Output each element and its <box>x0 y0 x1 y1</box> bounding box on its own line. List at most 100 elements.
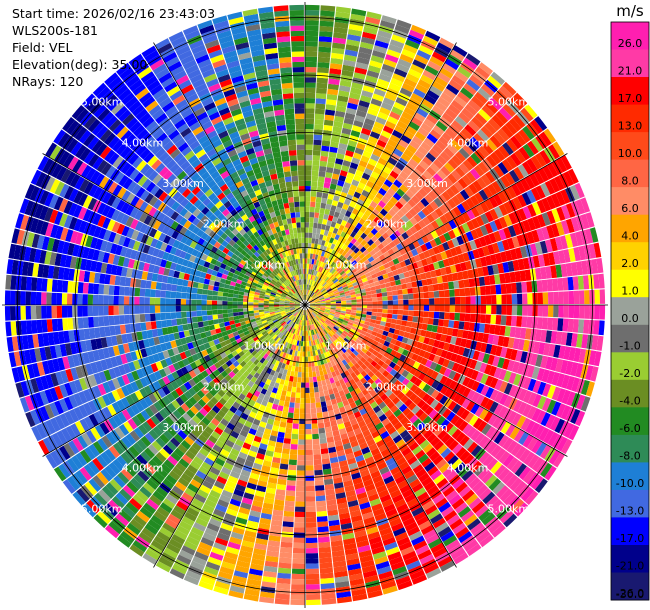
velocity-gate <box>316 290 321 295</box>
velocity-gate <box>474 361 483 372</box>
velocity-gate <box>314 265 318 271</box>
velocity-gate <box>311 170 319 177</box>
velocity-gate <box>560 154 572 171</box>
velocity-gate <box>314 298 320 301</box>
velocity-gate <box>343 59 356 67</box>
velocity-gate <box>322 135 332 142</box>
velocity-gate <box>329 237 335 244</box>
velocity-gate <box>488 365 497 377</box>
velocity-gate <box>530 187 541 201</box>
velocity-gate <box>448 79 463 91</box>
velocity-gate <box>504 250 513 262</box>
velocity-gate <box>382 300 388 305</box>
velocity-gate <box>438 312 445 320</box>
velocity-gate <box>487 183 498 196</box>
velocity-gate <box>318 46 332 53</box>
velocity-gate <box>309 269 313 275</box>
velocity-gate <box>440 165 451 177</box>
velocity-gate <box>402 288 408 295</box>
velocity-gate <box>437 96 451 108</box>
velocity-gate <box>488 97 502 111</box>
velocity-gate <box>344 49 358 57</box>
velocity-gate <box>308 279 311 285</box>
velocity-gate <box>511 183 522 197</box>
velocity-gate <box>429 176 440 187</box>
velocity-gate <box>511 305 518 316</box>
velocity-gate <box>314 307 320 310</box>
velocity-gate <box>369 322 375 328</box>
velocity-gate <box>471 95 485 109</box>
velocity-gate <box>536 214 546 228</box>
velocity-gate <box>321 224 327 230</box>
velocity-gate <box>516 234 525 247</box>
velocity-gate <box>398 139 409 149</box>
velocity-gate <box>438 234 447 244</box>
velocity-gate <box>555 191 566 206</box>
velocity-gate <box>470 152 482 165</box>
velocity-gate <box>336 284 342 289</box>
velocity-gate <box>319 160 328 167</box>
velocity-gate <box>395 161 405 171</box>
velocity-gate <box>343 266 350 273</box>
velocity-gate <box>450 353 458 362</box>
velocity-gate <box>569 185 580 201</box>
velocity-gate <box>550 331 558 344</box>
velocity-gate <box>534 116 548 131</box>
velocity-gate <box>444 297 450 305</box>
velocity-gate <box>533 341 541 354</box>
velocity-gate <box>572 276 579 290</box>
velocity-gate <box>312 294 317 299</box>
velocity-gate <box>436 42 452 54</box>
velocity-gate <box>450 139 462 151</box>
velocity-gate <box>500 347 508 358</box>
velocity-gate <box>323 294 330 298</box>
velocity-gate <box>333 121 344 128</box>
velocity-gate <box>342 122 353 130</box>
velocity-gate <box>555 358 564 373</box>
velocity-gate <box>342 203 349 211</box>
velocity-gate <box>506 294 512 305</box>
velocity-gate <box>507 359 515 372</box>
velocity-gate <box>396 335 404 342</box>
velocity-gate <box>366 294 372 299</box>
velocity-gate <box>495 345 503 357</box>
velocity-gate <box>305 196 311 202</box>
velocity-gate <box>406 73 420 84</box>
velocity-gate <box>423 265 430 273</box>
velocity-gate <box>351 82 364 90</box>
velocity-gate <box>305 123 314 130</box>
velocity-gate <box>371 297 378 302</box>
velocity-gate <box>370 220 378 228</box>
velocity-gate <box>526 231 535 244</box>
velocity-gate <box>308 298 313 302</box>
velocity-gate <box>388 241 396 249</box>
velocity-gate <box>489 275 496 285</box>
velocity-gate <box>340 312 346 316</box>
velocity-gate <box>319 298 325 301</box>
velocity-gate <box>433 173 443 184</box>
velocity-gate <box>310 285 314 291</box>
velocity-gate <box>555 264 563 278</box>
velocity-gate <box>365 16 381 25</box>
velocity-gate <box>524 269 532 281</box>
velocity-gate <box>313 295 318 299</box>
velocity-gate <box>381 63 395 73</box>
velocity-gate <box>318 250 323 256</box>
velocity-gate <box>432 284 439 291</box>
velocity-gate <box>475 295 481 305</box>
velocity-gate <box>421 323 428 331</box>
velocity-gate <box>311 243 315 249</box>
velocity-gate <box>374 224 382 232</box>
velocity-gate <box>353 321 360 326</box>
velocity-gate <box>327 193 335 200</box>
velocity-gate <box>423 311 429 318</box>
velocity-gate <box>567 318 574 333</box>
velocity-gate <box>326 288 332 292</box>
velocity-gate <box>497 335 505 347</box>
velocity-gate <box>470 206 480 218</box>
velocity-gate <box>521 316 528 328</box>
velocity-gate <box>498 145 510 159</box>
velocity-gate <box>465 53 481 66</box>
velocity-gate <box>305 180 311 187</box>
velocity-gate <box>310 292 315 297</box>
